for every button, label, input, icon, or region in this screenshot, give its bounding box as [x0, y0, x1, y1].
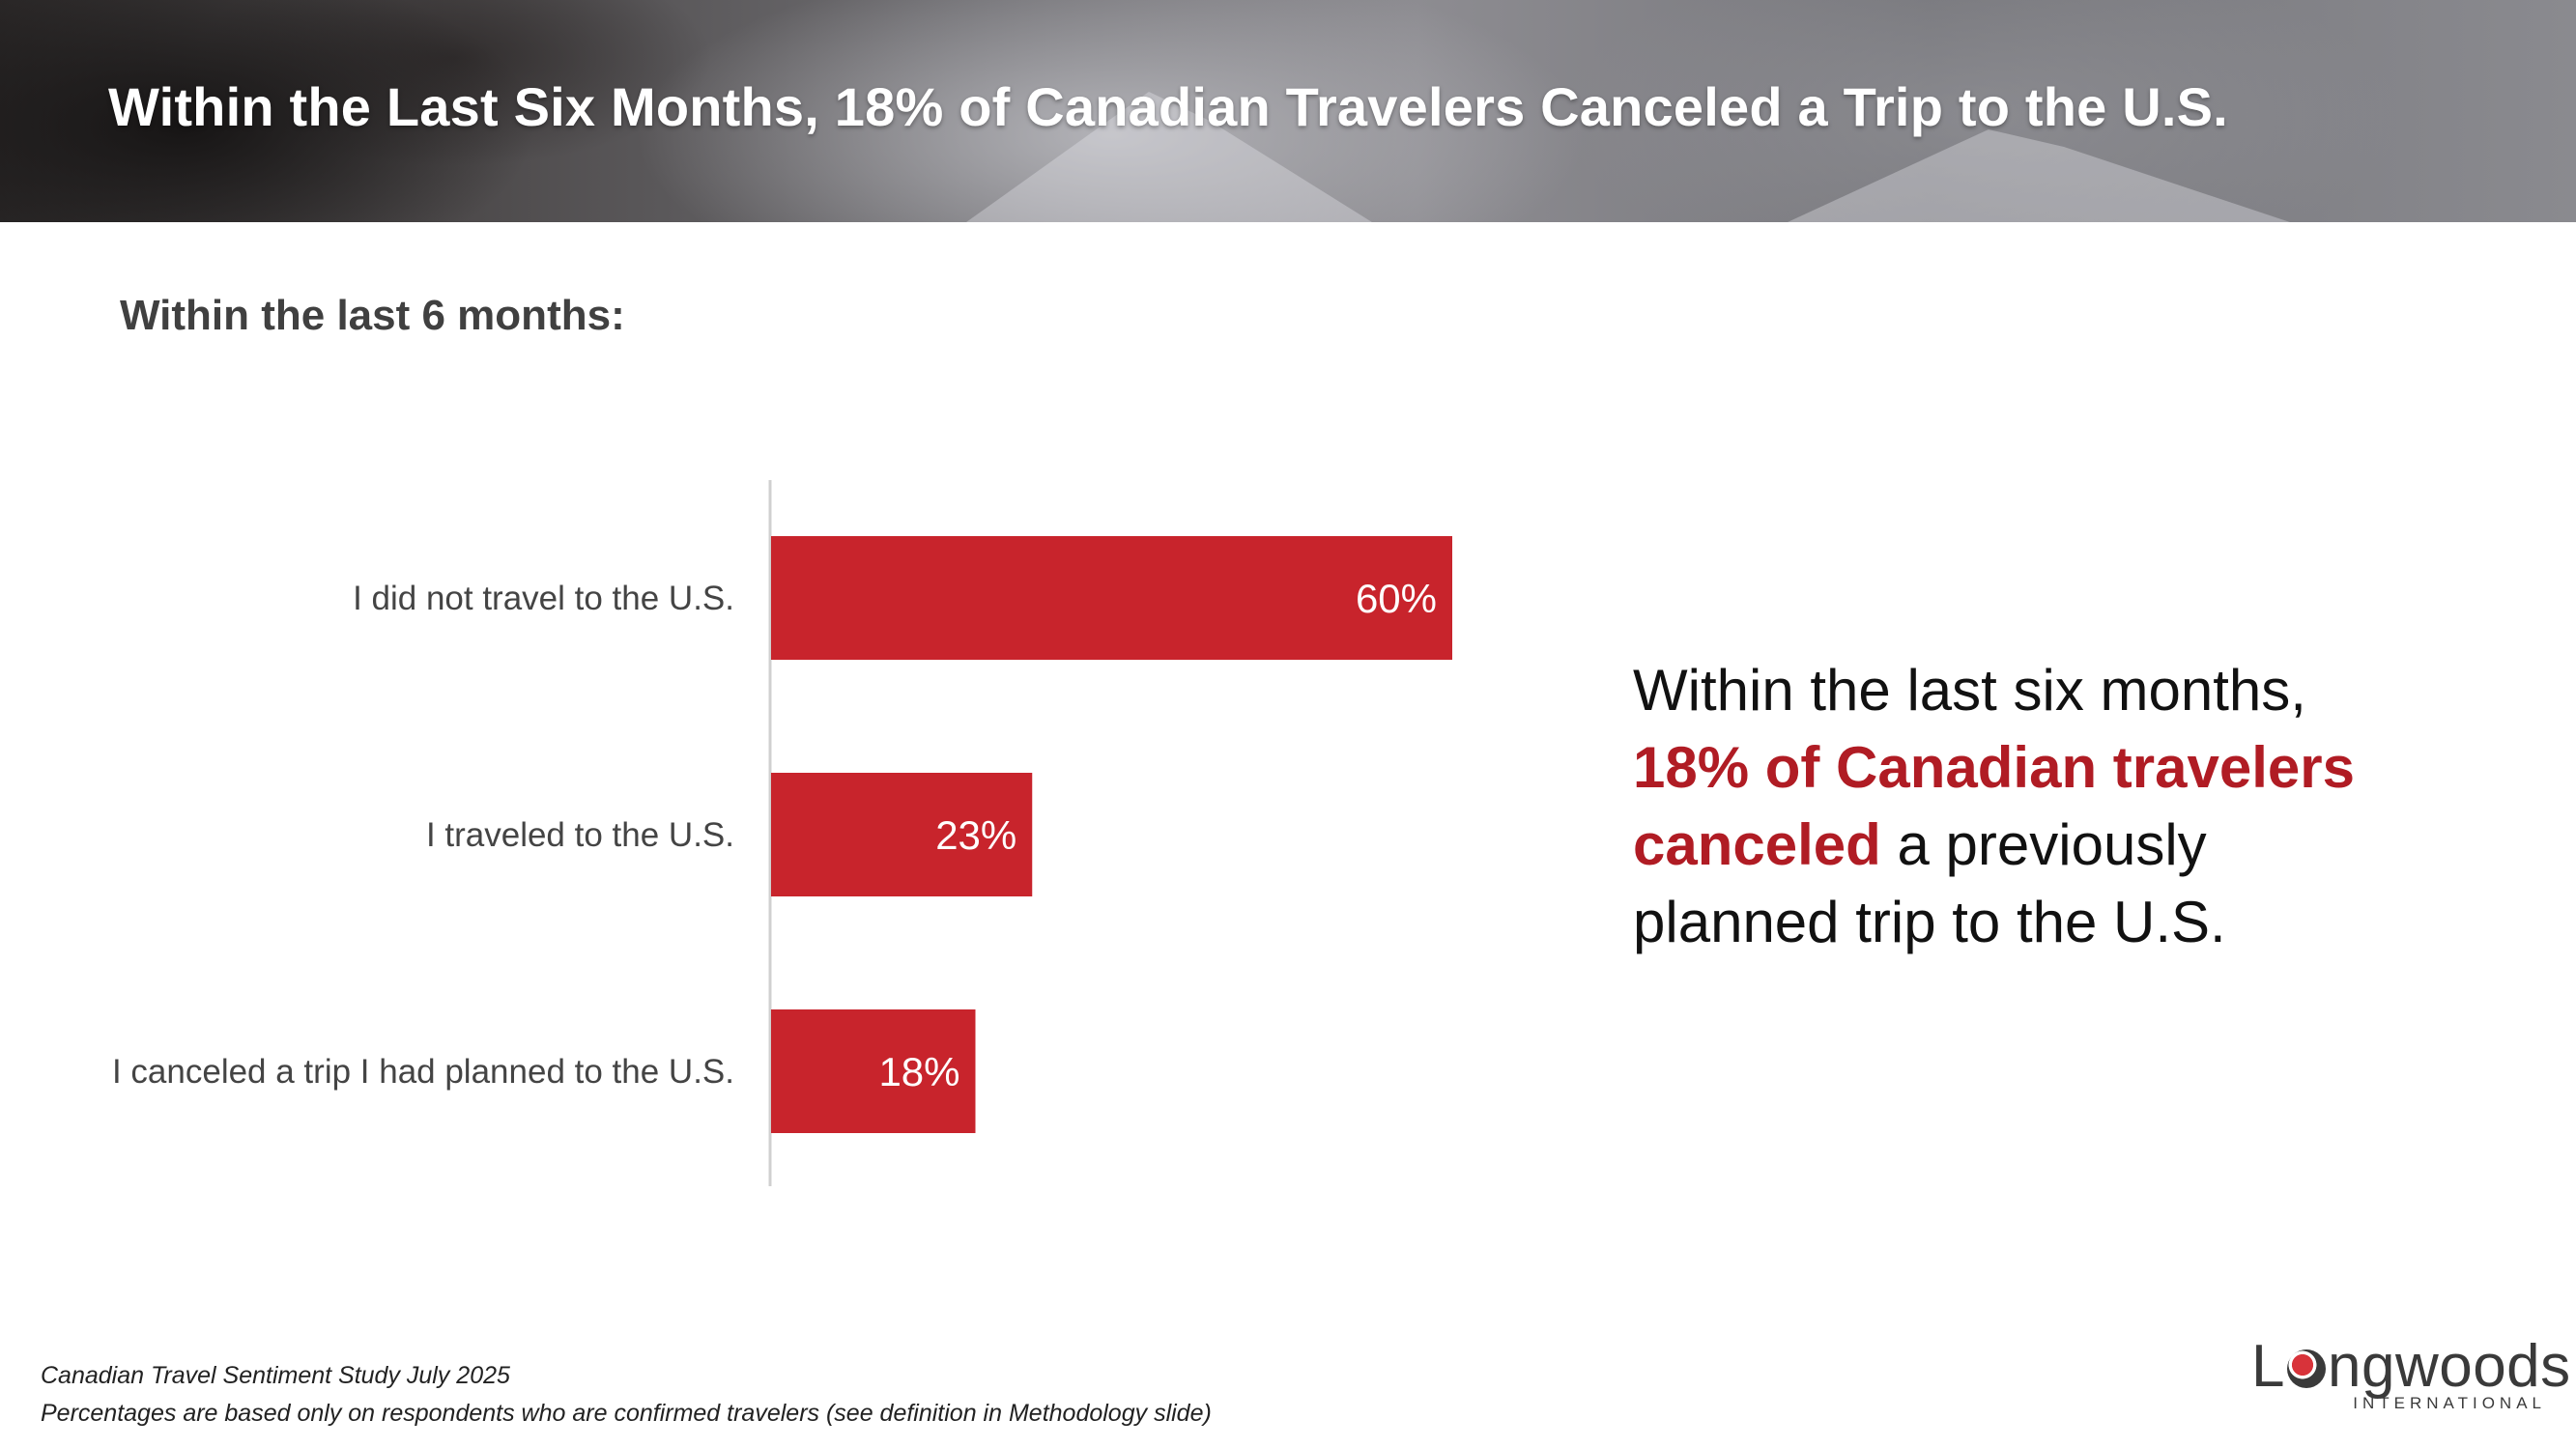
category-label: I did not travel to the U.S. — [353, 580, 734, 617]
bar — [771, 536, 1452, 660]
callout-line-4: planned trip to the U.S. — [1633, 890, 2226, 954]
callout-highlight-2: canceled — [1633, 812, 1881, 877]
callout-highlight-1: 18% of Canadian travelers — [1633, 735, 2355, 800]
value-label: 23% — [935, 812, 1016, 858]
page-title: Within the Last Six Months, 18% of Canad… — [108, 76, 2228, 137]
methodology-footnote: Percentages are based only on respondent… — [41, 1400, 1212, 1427]
bars-group: I did not travel to the U.S. 60% I travele… — [112, 536, 1452, 1133]
callout-line-3-rest: a previously — [1880, 812, 2207, 877]
source-footnote: Canadian Travel Sentiment Study July 202… — [41, 1362, 510, 1389]
callout-text: Within the last six months, 18% of Canad… — [1633, 652, 2464, 961]
chart-subtitle: Within the last 6 months: — [120, 292, 625, 339]
logo-subtitle: INTERNATIONAL — [2353, 1394, 2546, 1412]
header-banner: Within the Last Six Months, 18% of Canad… — [0, 0, 2576, 222]
bar — [771, 1009, 976, 1133]
logo-word-rest: ngwoods — [2327, 1333, 2571, 1400]
category-label: I canceled a trip I had planned to the U… — [112, 1053, 734, 1091]
value-label: 18% — [878, 1049, 959, 1094]
callout-line-1: Within the last six months, — [1633, 658, 2306, 723]
logo-letter-l: L — [2251, 1333, 2285, 1400]
value-label: 60% — [1356, 576, 1437, 621]
logo-globe-icon — [2286, 1349, 2326, 1388]
bar — [771, 773, 1033, 896]
category-label: I traveled to the U.S. — [426, 816, 734, 854]
